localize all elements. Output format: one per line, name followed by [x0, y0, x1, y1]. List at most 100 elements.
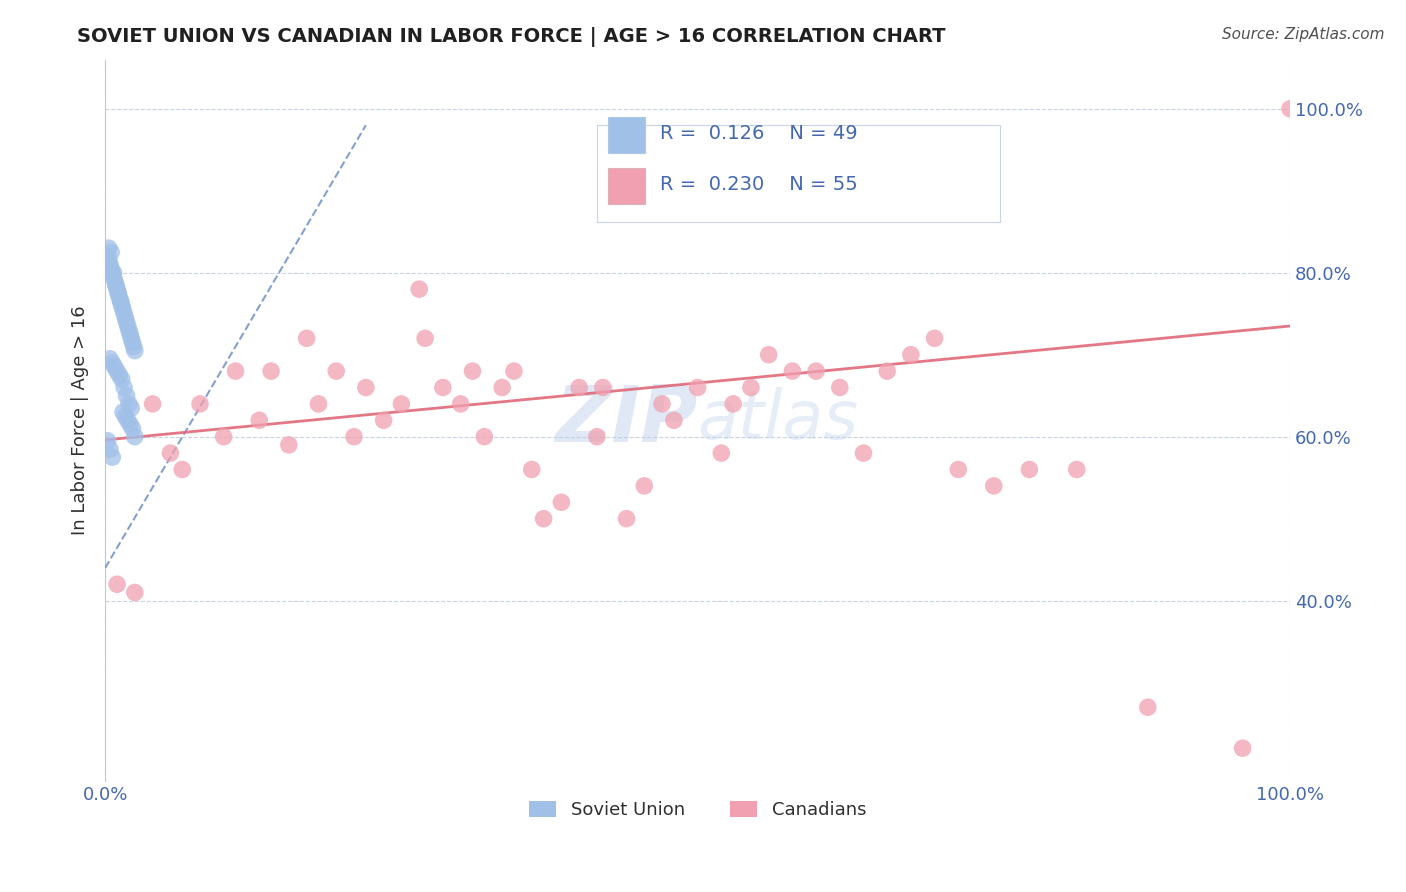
Point [662, 413, 685, 427]
Point [124, 343, 146, 358]
Point [710, 446, 733, 460]
Text: R =  0.230    N = 55: R = 0.230 N = 55 [659, 175, 858, 194]
Point [110, 294, 132, 309]
Point [101, 356, 124, 370]
Point [295, 331, 318, 345]
Point [112, 380, 135, 394]
Point [105, 577, 128, 591]
Point [114, 409, 136, 424]
FancyBboxPatch shape [607, 118, 645, 153]
Point [108, 290, 131, 304]
Point [107, 286, 129, 301]
Point [188, 397, 211, 411]
Point [124, 585, 146, 599]
Point [900, 348, 922, 362]
Point [852, 446, 875, 460]
Point [633, 479, 655, 493]
Point [117, 318, 139, 333]
Point [782, 364, 804, 378]
Point [472, 430, 495, 444]
Point [120, 327, 142, 342]
Point [804, 364, 827, 378]
Point [101, 266, 124, 280]
Point [503, 364, 526, 378]
Point [983, 479, 1005, 493]
Point [828, 380, 851, 394]
Point [111, 372, 134, 386]
Text: R =  0.126    N = 49: R = 0.126 N = 49 [659, 124, 858, 144]
Point [225, 364, 247, 378]
Point [533, 511, 555, 525]
Point [1018, 462, 1040, 476]
Point [142, 397, 165, 411]
Point [121, 335, 143, 350]
Point [111, 302, 134, 317]
Point [491, 380, 513, 394]
Point [100, 245, 122, 260]
Point [100, 261, 122, 276]
Point [108, 368, 131, 383]
Point [120, 417, 142, 432]
Point [277, 438, 299, 452]
Point [105, 282, 128, 296]
Point [97, 241, 120, 255]
Text: ZIP: ZIP [555, 383, 697, 458]
Point [354, 380, 377, 394]
Legend: Soviet Union, Canadians: Soviet Union, Canadians [522, 793, 873, 826]
Text: Source: ZipAtlas.com: Source: ZipAtlas.com [1222, 27, 1385, 42]
Point [948, 462, 970, 476]
Point [120, 401, 142, 415]
FancyBboxPatch shape [598, 125, 1000, 222]
Point [172, 462, 194, 476]
Point [450, 397, 472, 411]
Point [1066, 462, 1088, 476]
Point [110, 294, 132, 309]
Point [115, 315, 138, 329]
Point [391, 397, 413, 411]
Point [651, 397, 673, 411]
Point [98, 442, 121, 456]
Point [97, 434, 120, 448]
Point [461, 364, 484, 378]
Point [120, 331, 142, 345]
Point [343, 430, 366, 444]
Point [118, 323, 141, 337]
Point [115, 389, 138, 403]
Point [159, 446, 181, 460]
Point [111, 299, 134, 313]
Point [721, 397, 744, 411]
Point [432, 380, 454, 394]
Point [212, 430, 235, 444]
Point [98, 351, 121, 366]
Point [103, 269, 125, 284]
Point [1279, 102, 1302, 116]
Point [568, 380, 591, 394]
Point [413, 331, 436, 345]
Point [308, 397, 330, 411]
Point [118, 397, 141, 411]
Point [97, 249, 120, 263]
FancyBboxPatch shape [607, 168, 645, 204]
Point [104, 359, 127, 374]
Text: SOVIET UNION VS CANADIAN IN LABOR FORCE | AGE > 16 CORRELATION CHART: SOVIET UNION VS CANADIAN IN LABOR FORCE … [77, 27, 946, 46]
Point [121, 421, 143, 435]
Point [260, 364, 283, 378]
Point [111, 405, 134, 419]
Point [112, 307, 135, 321]
Point [373, 413, 395, 427]
Point [105, 364, 128, 378]
Point [325, 364, 347, 378]
Point [247, 413, 270, 427]
Point [104, 274, 127, 288]
Point [408, 282, 430, 296]
Point [98, 258, 121, 272]
Point [104, 278, 127, 293]
Point [104, 278, 127, 293]
Point [97, 253, 120, 268]
Text: atlas: atlas [697, 387, 859, 453]
Point [592, 380, 614, 394]
Point [1136, 700, 1159, 714]
Point [758, 348, 780, 362]
Point [103, 266, 125, 280]
Point [122, 339, 145, 353]
